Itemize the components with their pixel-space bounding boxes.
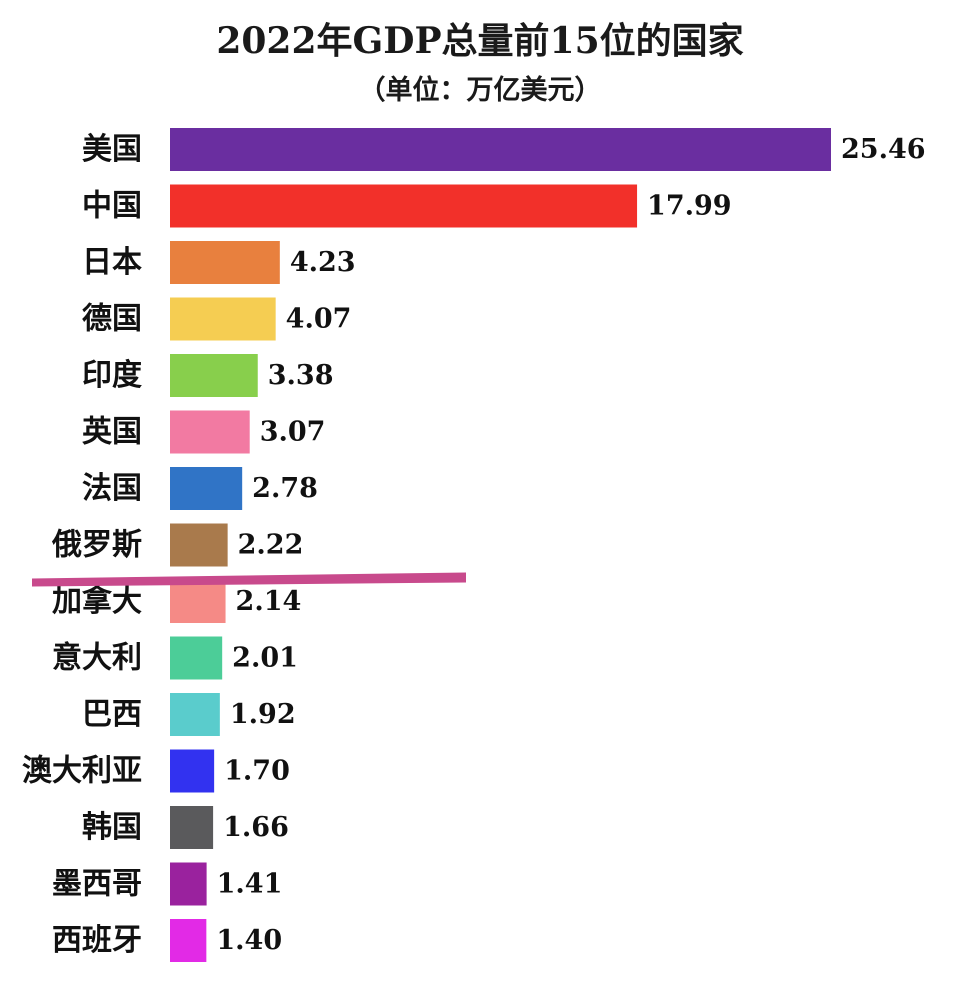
value-label: 2.01: [232, 643, 298, 674]
value-label: 2.78: [252, 473, 318, 504]
category-label: 日本: [82, 245, 142, 280]
value-label: 2.14: [236, 586, 302, 617]
category-label: 澳大利亚: [22, 754, 142, 789]
bar-1: [170, 184, 638, 228]
category-label: 英国: [82, 415, 142, 450]
value-label: 25.46: [841, 134, 926, 165]
chart-title: 2022年GDP总量前15位的国家: [216, 20, 744, 62]
bar-13: [170, 862, 207, 906]
chart-subtitle: （单位：万亿美元）: [358, 75, 602, 106]
category-label: 印度: [82, 358, 142, 393]
value-label: 3.07: [260, 417, 326, 448]
category-label: 加拿大: [52, 584, 142, 619]
value-label: 1.92: [230, 699, 296, 730]
bar-0: [170, 128, 831, 171]
bar-9: [170, 636, 223, 680]
bar-11: [170, 749, 215, 793]
bar-12: [170, 806, 214, 849]
category-label: 德国: [82, 302, 142, 337]
underline-annotation: [32, 572, 466, 587]
category-label: 法国: [82, 471, 142, 506]
value-label: 2.22: [238, 530, 304, 561]
bar-8: [170, 580, 226, 623]
bar-4: [170, 354, 258, 397]
category-label: 中国: [82, 189, 142, 224]
bar-6: [170, 467, 243, 510]
category-label: 巴西: [82, 697, 142, 732]
bar-10: [170, 693, 220, 736]
category-label: 墨西哥: [52, 867, 142, 902]
bar-14: [170, 919, 207, 962]
category-label: 意大利: [52, 641, 142, 676]
value-label: 4.23: [290, 247, 356, 278]
category-label: 韩国: [82, 810, 142, 845]
value-label: 3.38: [268, 360, 334, 391]
category-label: 美国: [82, 132, 142, 167]
value-label: 1.41: [217, 869, 283, 900]
bar-5: [170, 410, 250, 454]
bar-3: [170, 297, 276, 341]
bar-7: [170, 523, 228, 567]
value-label: 1.66: [223, 812, 289, 843]
value-label: 4.07: [286, 304, 352, 335]
category-label: 西班牙: [52, 923, 142, 958]
category-label: 俄罗斯: [51, 528, 142, 563]
bar-2: [170, 241, 280, 284]
value-label: 1.40: [216, 925, 282, 956]
value-label: 17.99: [647, 191, 732, 222]
value-label: 1.70: [224, 756, 290, 787]
